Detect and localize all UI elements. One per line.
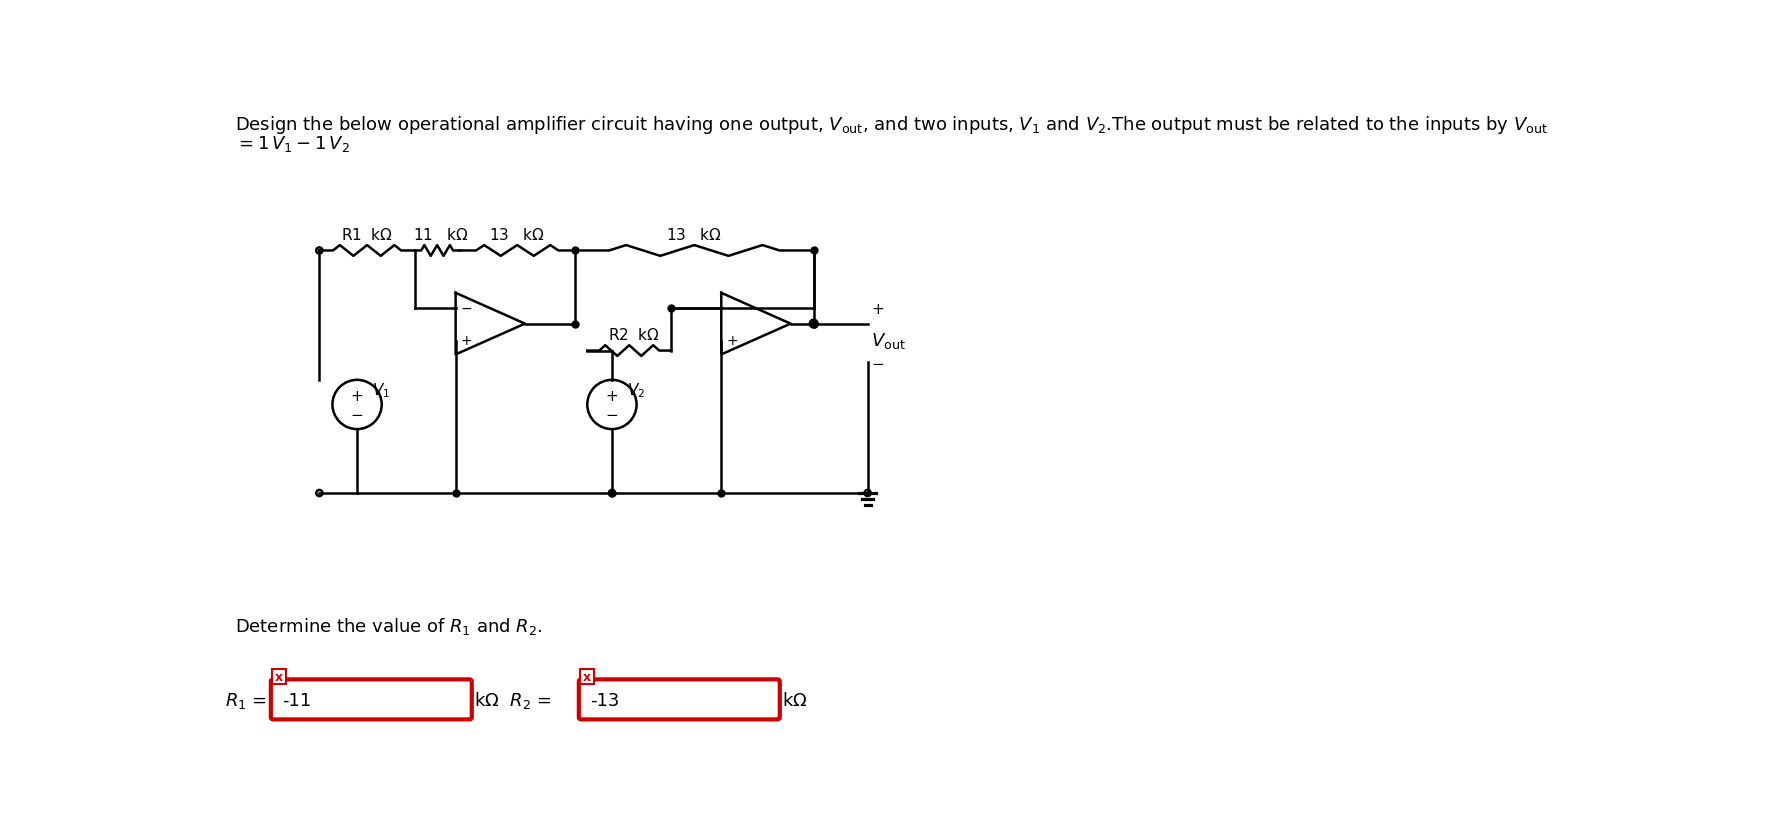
Text: Determine the value of $R_1$ and $R_2$.: Determine the value of $R_1$ and $R_2$. xyxy=(235,616,543,637)
Text: $V_{\mathrm{out}}$: $V_{\mathrm{out}}$ xyxy=(871,330,907,350)
Text: -11: -11 xyxy=(283,692,312,710)
Text: x: x xyxy=(582,670,591,684)
Text: 13   k$\Omega$: 13 k$\Omega$ xyxy=(667,227,722,243)
Text: R2  k$\Omega$: R2 k$\Omega$ xyxy=(607,327,659,343)
Text: $V_1$: $V_1$ xyxy=(373,381,391,400)
Text: $-$: $-$ xyxy=(726,301,738,315)
FancyBboxPatch shape xyxy=(579,670,595,684)
Text: $+$: $+$ xyxy=(461,334,473,348)
Text: $-$: $-$ xyxy=(461,301,473,315)
Text: $-$: $-$ xyxy=(871,354,885,370)
Text: R1  k$\Omega$: R1 k$\Omega$ xyxy=(340,227,392,243)
Text: $R_1$ =: $R_1$ = xyxy=(226,691,267,711)
Text: $= 1\,V_1 - 1\,V_2$: $= 1\,V_1 - 1\,V_2$ xyxy=(235,135,349,154)
FancyBboxPatch shape xyxy=(579,680,780,720)
Text: 11   k$\Omega$: 11 k$\Omega$ xyxy=(412,227,470,243)
FancyBboxPatch shape xyxy=(272,670,287,684)
Text: $+$: $+$ xyxy=(726,334,738,348)
Text: +: + xyxy=(351,390,364,405)
Text: -13: -13 xyxy=(590,692,620,710)
Text: $-$: $-$ xyxy=(606,406,618,421)
Text: $V_2$: $V_2$ xyxy=(627,381,645,400)
Text: $-$: $-$ xyxy=(351,406,364,421)
Text: $+$: $+$ xyxy=(871,303,885,317)
Text: +: + xyxy=(606,390,618,405)
FancyBboxPatch shape xyxy=(271,680,471,720)
Text: 13   k$\Omega$: 13 k$\Omega$ xyxy=(489,227,545,243)
Text: Design the below operational amplifier circuit having one output, $V_{\mathrm{ou: Design the below operational amplifier c… xyxy=(235,115,1548,136)
Text: k$\Omega$: k$\Omega$ xyxy=(781,692,808,710)
Text: x: x xyxy=(276,670,283,684)
Text: k$\Omega$  $R_2$ =: k$\Omega$ $R_2$ = xyxy=(475,691,552,711)
